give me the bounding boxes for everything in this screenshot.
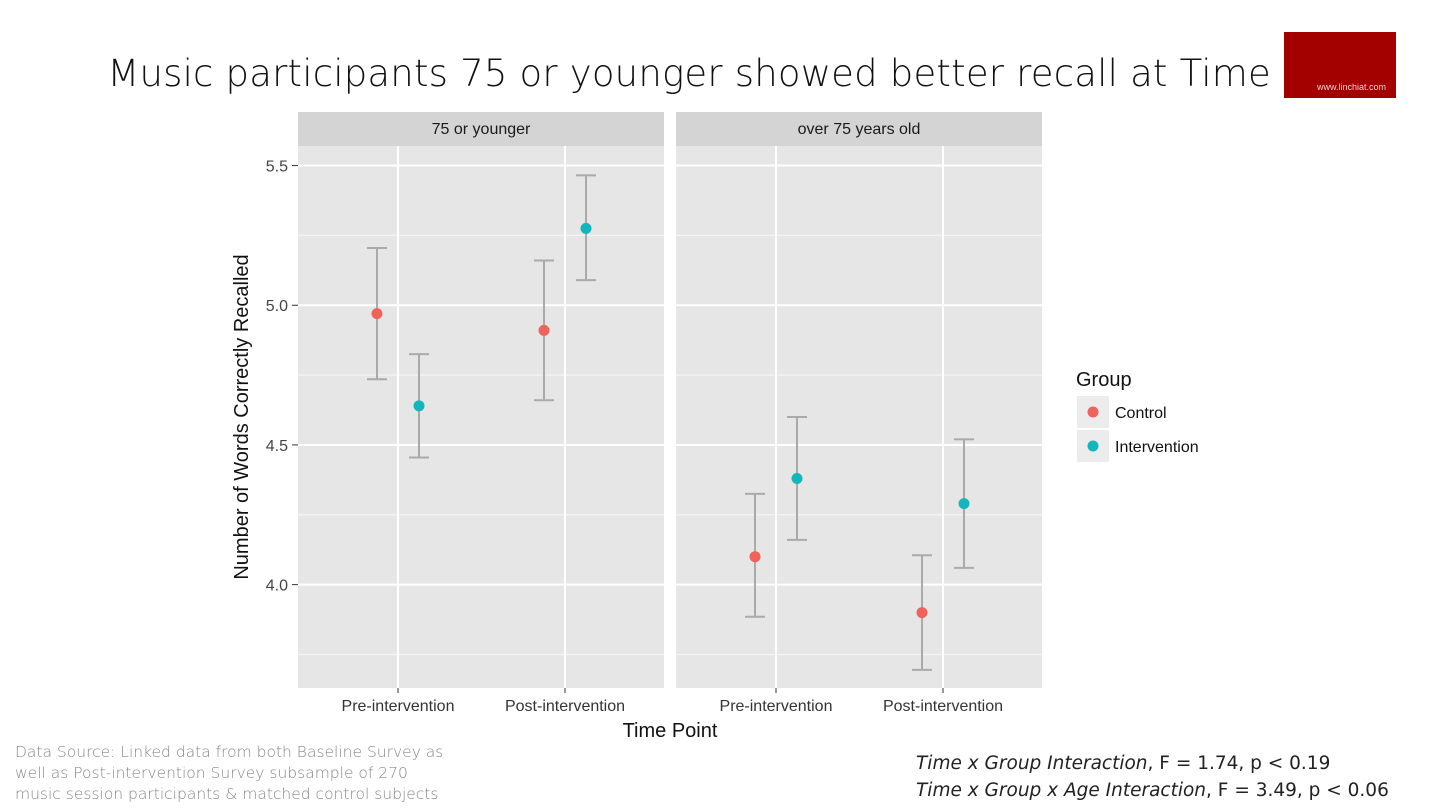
data-point-intervention	[580, 222, 592, 234]
facet-label: over 75 years old	[798, 121, 921, 138]
stat-value: , F = 1.74, p < 0.19	[1147, 753, 1331, 774]
slide-title: Music participants 75 or younger showed …	[107, 52, 1307, 95]
stat-label: Time x Group Interaction	[916, 753, 1148, 774]
x-tick-label: Pre-intervention	[720, 698, 833, 715]
panel-background	[676, 146, 1042, 688]
y-tick-label: 4.0	[266, 578, 288, 595]
y-tick-label: 4.5	[266, 438, 288, 455]
stat-line-time-group-age: Time x Group x Age Interaction, F = 3.49…	[916, 777, 1389, 804]
stats-annotation: Time x Group Interaction, F = 1.74, p < …	[916, 750, 1389, 804]
x-tick-label: Post-intervention	[505, 698, 625, 715]
data-source-note: Data Source: Linked data from both Basel…	[15, 743, 444, 803]
data-point-intervention	[791, 472, 803, 484]
facet-strip	[298, 112, 664, 146]
x-tick-label: Post-intervention	[883, 698, 1003, 715]
stat-label: Time x Group x Age Interaction	[916, 780, 1207, 801]
x-axis-title: Time Point	[623, 720, 718, 742]
logo-url-text: www.linchiat.com	[1316, 82, 1386, 92]
data-point-control	[749, 551, 761, 563]
legend-label: Control	[1115, 405, 1167, 422]
x-tick-label: Pre-intervention	[342, 698, 455, 715]
facet-strip	[676, 112, 1042, 146]
legend-key-intervention	[1087, 440, 1099, 452]
brand-logo: www.linchiat.com	[1284, 32, 1396, 98]
data-point-intervention	[958, 498, 970, 510]
data-point-control	[371, 308, 383, 320]
y-tick-label: 5.0	[266, 298, 288, 315]
facet-label: 75 or younger	[432, 121, 531, 138]
data-point-intervention	[413, 400, 425, 412]
legend-title: Group	[1076, 369, 1132, 391]
y-axis-title: Number of Words Correctly Recalled	[231, 254, 253, 579]
legend-label: Intervention	[1115, 439, 1199, 456]
data-point-control	[916, 607, 928, 619]
stat-line-time-group: Time x Group Interaction, F = 1.74, p < …	[916, 750, 1389, 777]
data-point-control	[538, 324, 550, 336]
panel-background	[298, 146, 664, 688]
legend-key-control	[1087, 406, 1099, 418]
stat-value: , F = 3.49, p < 0.06	[1206, 780, 1389, 801]
y-tick-label: 5.5	[266, 159, 288, 176]
